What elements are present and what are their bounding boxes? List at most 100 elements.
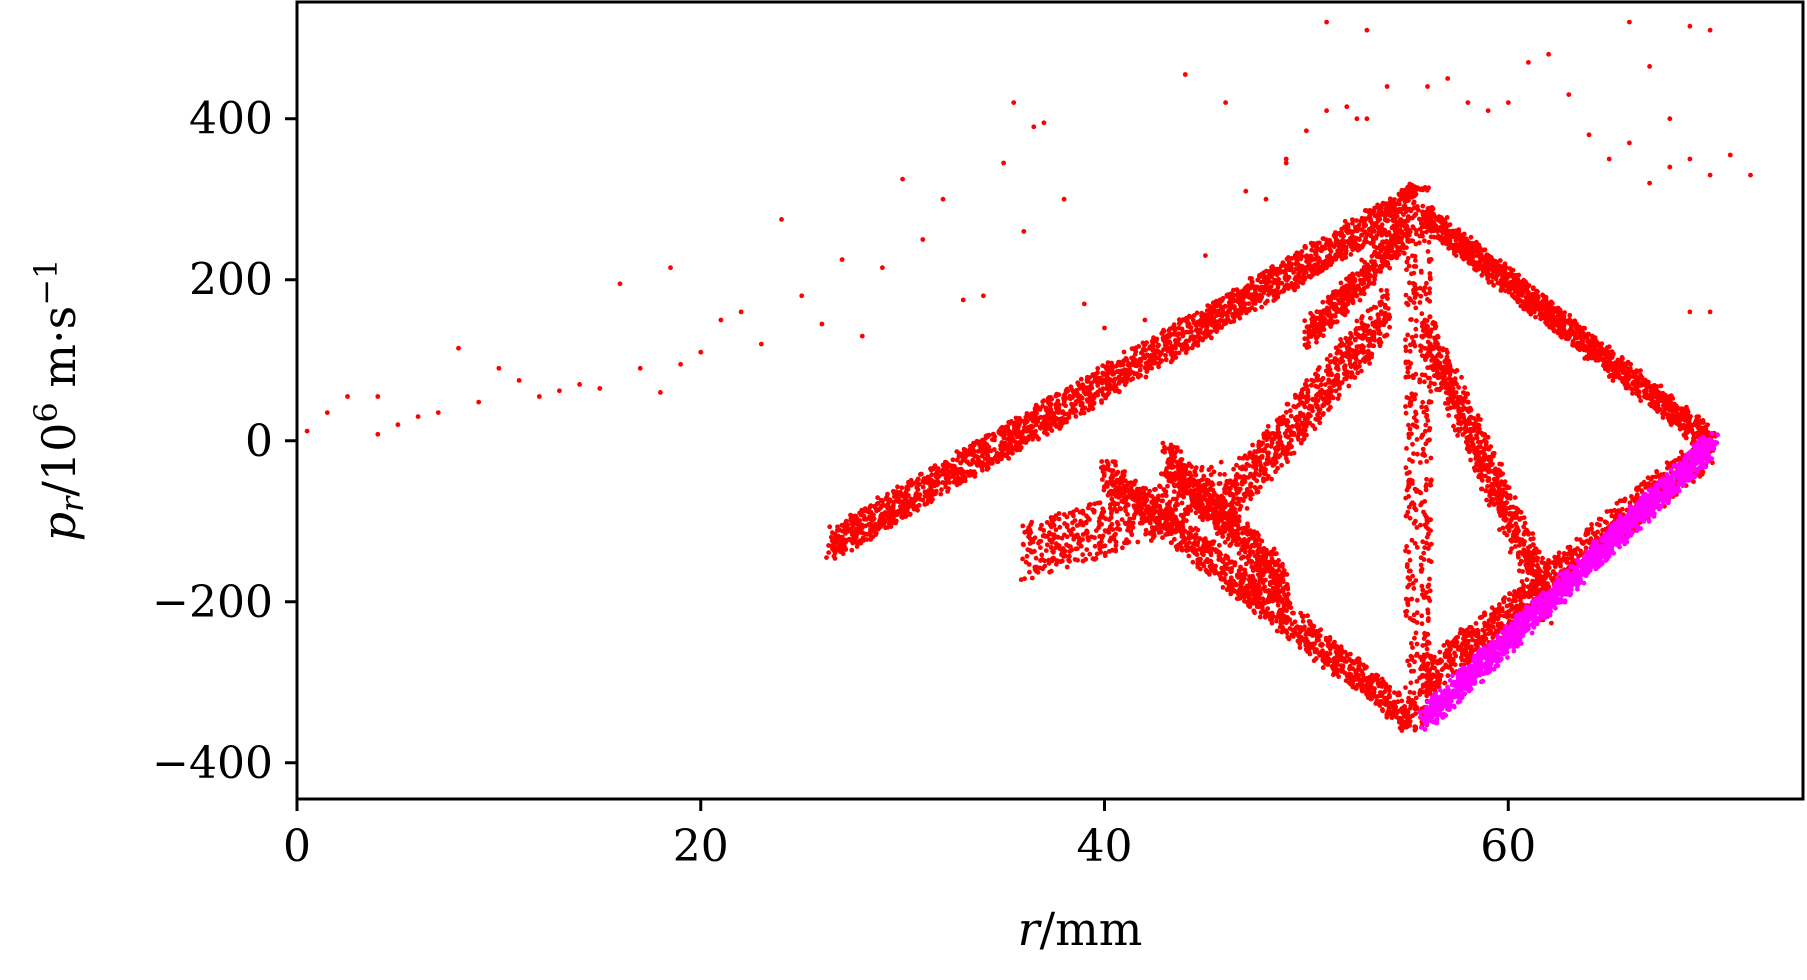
scatter-point [738, 309, 744, 315]
scatter-point [1314, 638, 1320, 643]
scatter-point [1283, 160, 1289, 166]
scatter-point [1231, 578, 1236, 584]
scatter-point [1105, 360, 1111, 365]
scatter-point [1573, 330, 1579, 336]
scatter-point [1546, 51, 1551, 57]
scatter-point [1305, 649, 1310, 654]
scatter-point [1505, 100, 1511, 105]
scatter-point [885, 501, 891, 507]
scatter-point [929, 488, 935, 494]
scatter-point [893, 518, 899, 524]
scatter-point [1108, 377, 1114, 383]
scatter-point [1543, 316, 1549, 322]
scatter-point [1577, 332, 1583, 338]
scatter-point [1632, 371, 1638, 377]
scatter-point [1300, 618, 1306, 624]
scatter-point [1215, 311, 1220, 316]
scatter-point [1056, 402, 1062, 408]
scatter-point [1195, 343, 1201, 348]
scatter-point [1088, 391, 1093, 397]
scatter-point [1404, 195, 1410, 201]
scatter-point [1339, 230, 1344, 236]
scatter-point [1104, 366, 1109, 372]
scatter-point [557, 388, 562, 394]
scatter-point [1324, 241, 1330, 247]
scatter-point [1131, 481, 1137, 487]
scatter-point [1318, 642, 1323, 648]
scatter-point [1152, 352, 1157, 358]
scatter-point [456, 345, 461, 351]
scatter-point [1081, 410, 1087, 416]
scatter-point [859, 522, 865, 528]
scatter-point [983, 441, 989, 447]
scatter-point [1317, 256, 1322, 262]
scatter-point [637, 365, 643, 371]
scatter-point [1329, 643, 1335, 649]
scatter-point [1246, 306, 1251, 312]
scatter-point [1211, 539, 1217, 544]
scatter-point [1267, 279, 1272, 284]
scatter-point [1510, 283, 1516, 289]
scatter-point [1290, 610, 1295, 616]
scatter-point [1625, 377, 1631, 382]
scatter-point [1043, 407, 1049, 413]
scatter-point [1392, 701, 1397, 707]
scatter-point [1485, 276, 1490, 282]
scatter-point [1667, 116, 1673, 122]
scatter-point [1499, 273, 1505, 279]
scatter-point [1354, 657, 1360, 663]
scatter-point [1232, 304, 1237, 309]
scatter-point [886, 521, 892, 527]
scatter-point [658, 390, 663, 395]
scatter-point [895, 484, 900, 490]
scatter-point [1075, 398, 1080, 404]
scatter-point [1192, 540, 1198, 546]
scatter-point [1354, 669, 1359, 674]
scatter-point [1007, 433, 1012, 439]
scatter-point [973, 453, 979, 459]
scatter-point [1163, 357, 1169, 362]
scatter-point [1342, 670, 1348, 676]
scatter-point [868, 527, 873, 532]
scatter-point [1070, 395, 1075, 400]
scatter-point [1099, 400, 1104, 405]
scatter-point [1610, 350, 1616, 356]
scatter-point [1365, 680, 1370, 686]
scatter-point [1269, 620, 1275, 626]
scatter-point [1376, 225, 1382, 231]
scatter-point [1372, 205, 1377, 211]
scatter-point [1153, 348, 1159, 354]
scatter-point [1057, 420, 1063, 425]
scatter-point [1364, 116, 1370, 122]
scatter-point [1376, 218, 1381, 224]
scatter-point [1312, 262, 1318, 268]
scatter-point [1308, 628, 1314, 633]
scatter-point [1389, 714, 1395, 719]
scatter-point [1229, 566, 1234, 571]
scatter-point [1260, 286, 1266, 291]
scatter-point [940, 196, 946, 202]
scatter-point [1445, 76, 1451, 81]
scatter-point [985, 445, 991, 451]
scatter-point [1566, 92, 1572, 97]
scatter-point [1620, 356, 1625, 361]
scatter-point [1425, 84, 1430, 89]
scatter-point [1372, 686, 1377, 692]
scatter-point [957, 477, 962, 483]
scatter-point [1250, 283, 1256, 289]
scatter-point [1012, 439, 1018, 444]
scatter-point [1228, 587, 1233, 593]
scatter-point [1214, 548, 1220, 554]
scatter-point [1589, 350, 1594, 356]
scatter-point [1182, 72, 1188, 77]
scatter-point [718, 317, 724, 323]
scatter-point [988, 457, 994, 462]
scatter-point [956, 470, 961, 476]
scatter-point [1345, 222, 1351, 228]
scatter-point [1035, 404, 1040, 410]
scatter-point [985, 465, 991, 471]
scatter-point [1490, 266, 1496, 272]
scatter-point [1105, 462, 1111, 468]
scatter-point [1176, 317, 1182, 323]
scatter-point [1277, 270, 1283, 275]
